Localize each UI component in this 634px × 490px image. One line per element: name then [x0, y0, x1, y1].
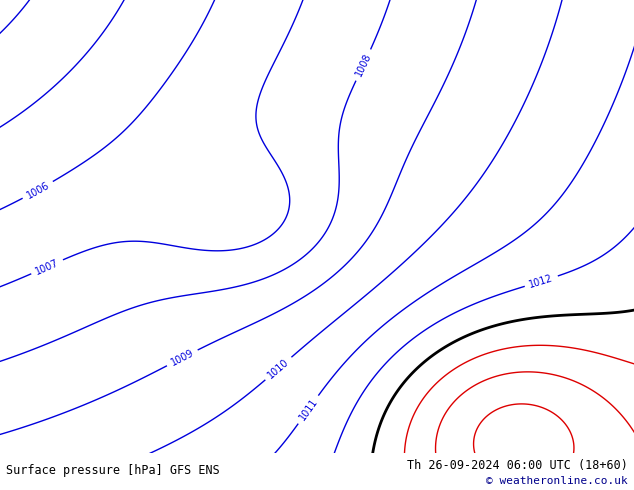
Text: Th 26-09-2024 06:00 UTC (18+60): Th 26-09-2024 06:00 UTC (18+60) — [407, 459, 628, 472]
Text: 1016: 1016 — [489, 473, 516, 490]
Text: 1007: 1007 — [34, 257, 60, 276]
Text: © weatheronline.co.uk: © weatheronline.co.uk — [486, 476, 628, 486]
Text: 1008: 1008 — [354, 52, 373, 78]
Text: 1011: 1011 — [297, 397, 320, 422]
Text: 1012: 1012 — [528, 273, 555, 290]
Text: Surface pressure [hPa] GFS ENS: Surface pressure [hPa] GFS ENS — [6, 464, 220, 477]
Text: 1010: 1010 — [266, 357, 291, 380]
Text: 1009: 1009 — [169, 348, 195, 368]
Text: 1006: 1006 — [25, 180, 51, 200]
